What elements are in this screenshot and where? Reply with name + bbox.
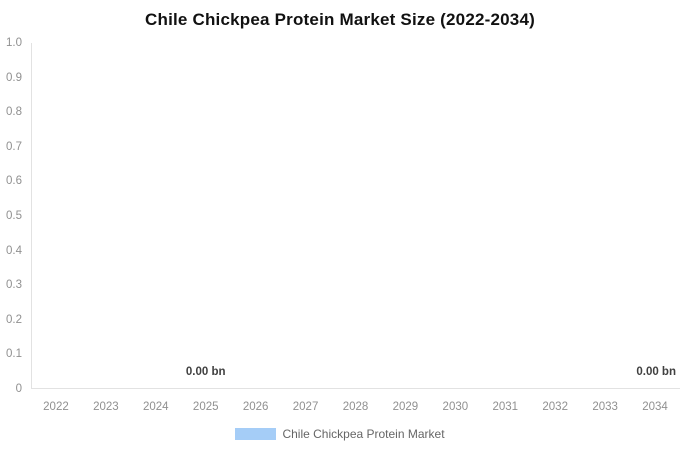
x-tick-label: 2033 — [592, 401, 618, 413]
y-tick-label: 0.4 — [6, 244, 22, 257]
x-tick-label: 2025 — [192, 401, 219, 413]
y-tick-label: 0 — [15, 383, 22, 395]
plot-area — [31, 43, 680, 389]
x-tick-label: 2023 — [93, 401, 119, 413]
legend-swatch — [235, 428, 277, 440]
x-tick-label: 2031 — [492, 401, 519, 413]
x-tick-label: 2029 — [392, 401, 419, 413]
x-tick-label: 2028 — [342, 401, 369, 413]
x-tick-label: 2032 — [542, 401, 568, 413]
y-tick-label: 0.1 — [6, 348, 22, 361]
legend-item[interactable]: Chile Chickpea Protein Market — [235, 426, 445, 442]
y-tick-label: 0.5 — [6, 210, 22, 222]
x-tick-label: 2030 — [442, 401, 469, 413]
x-tick-label: 2034 — [642, 401, 668, 413]
x-tick-label: 2026 — [242, 401, 269, 413]
legend: Chile Chickpea Protein Market — [0, 426, 680, 442]
y-tick-label: 0.8 — [6, 106, 22, 119]
chart-title: Chile Chickpea Protein Market Size (2022… — [145, 10, 535, 29]
legend-label: Chile Chickpea Protein Market — [282, 427, 445, 441]
x-tick-label: 2027 — [292, 401, 319, 413]
data-label: 0.00 bn — [636, 366, 676, 378]
y-tick-label: 0.6 — [6, 175, 22, 188]
x-tick-label: 2024 — [143, 401, 169, 413]
x-tick-label: 2022 — [43, 401, 69, 413]
y-tick-label: 0.9 — [6, 71, 22, 84]
y-tick-label: 0.2 — [6, 313, 22, 326]
data-label: 0.00 bn — [185, 366, 226, 378]
y-tick-label: 1.0 — [6, 37, 22, 49]
y-tick-label: 0.7 — [6, 140, 22, 153]
y-tick-label: 0.3 — [6, 279, 22, 292]
